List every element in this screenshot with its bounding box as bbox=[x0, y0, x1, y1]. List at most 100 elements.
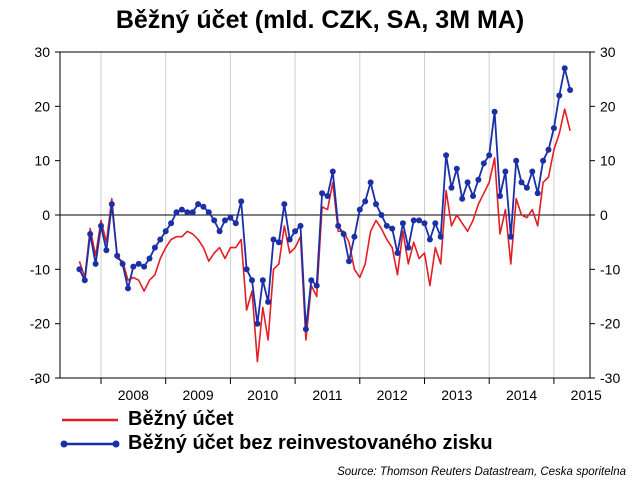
data-point bbox=[151, 244, 158, 251]
data-point bbox=[567, 87, 574, 93]
data-point bbox=[254, 320, 261, 327]
data-point bbox=[356, 206, 363, 213]
data-point bbox=[378, 212, 385, 218]
data-point bbox=[313, 282, 320, 289]
data-point bbox=[459, 195, 466, 202]
data-point bbox=[286, 236, 293, 243]
source-note: Source: Thomson Reuters Datastream, Cesk… bbox=[337, 466, 626, 478]
data-point bbox=[205, 209, 212, 216]
data-point bbox=[346, 258, 352, 265]
y-tick-label-left: -20 bbox=[30, 316, 50, 332]
y-tick-label-left: 10 bbox=[34, 153, 50, 169]
data-point bbox=[362, 198, 369, 205]
axis-ticks bbox=[35, 51, 595, 384]
x-tick-label: 2012 bbox=[377, 387, 408, 403]
data-point bbox=[114, 252, 121, 259]
x-tick-label: 2013 bbox=[441, 387, 472, 403]
data-point bbox=[437, 233, 444, 240]
data-point bbox=[491, 108, 498, 115]
x-tick-label: 2008 bbox=[118, 387, 149, 403]
data-point bbox=[497, 193, 503, 199]
y-tick-label-right: -20 bbox=[600, 316, 620, 332]
data-point bbox=[475, 176, 482, 183]
data-point bbox=[216, 228, 223, 235]
data-point bbox=[281, 201, 288, 208]
data-point bbox=[98, 222, 104, 229]
data-point bbox=[351, 233, 358, 240]
data-point bbox=[270, 236, 277, 243]
data-point bbox=[534, 190, 541, 197]
data-point bbox=[173, 209, 180, 216]
y-tick-label-right: -10 bbox=[600, 261, 620, 277]
y-tick-label-right: -30 bbox=[600, 370, 620, 386]
data-point bbox=[443, 152, 450, 159]
data-point bbox=[227, 214, 234, 221]
data-point bbox=[319, 190, 326, 197]
data-point bbox=[135, 260, 142, 267]
data-point bbox=[87, 231, 94, 237]
data-point bbox=[141, 263, 148, 270]
data-point bbox=[518, 179, 525, 186]
data-point bbox=[92, 260, 99, 267]
data-point bbox=[426, 236, 433, 243]
data-point bbox=[416, 217, 423, 224]
data-point bbox=[453, 165, 460, 172]
data-point bbox=[178, 206, 185, 213]
data-point bbox=[373, 201, 379, 208]
data-point bbox=[200, 203, 207, 210]
x-tick-label: 2014 bbox=[506, 387, 537, 403]
data-point bbox=[189, 209, 196, 216]
y-tick-label-right: 20 bbox=[600, 98, 616, 114]
data-point bbox=[243, 266, 250, 273]
data-point bbox=[523, 184, 530, 191]
data-point bbox=[125, 285, 131, 292]
data-point bbox=[383, 222, 390, 229]
data-point bbox=[184, 209, 191, 216]
y-tick-label-left: 30 bbox=[34, 44, 50, 60]
y-tick-label-left: 20 bbox=[34, 98, 50, 114]
data-point bbox=[367, 179, 374, 186]
chart-title: Běžný účet (mld. CZK, SA, 3M MA) bbox=[115, 6, 525, 34]
data-point bbox=[249, 277, 255, 284]
data-point bbox=[211, 217, 218, 224]
series-line-0 bbox=[78, 108, 571, 363]
data-point bbox=[410, 217, 417, 224]
data-point bbox=[561, 65, 568, 72]
x-tick-label: 2011 bbox=[312, 387, 342, 403]
data-point bbox=[157, 236, 164, 243]
data-point bbox=[232, 220, 239, 227]
data-point bbox=[421, 220, 428, 227]
y-tick-label-right: 10 bbox=[600, 153, 616, 169]
data-point bbox=[130, 263, 137, 270]
data-point bbox=[545, 146, 552, 153]
data-point bbox=[222, 217, 228, 224]
data-point bbox=[335, 222, 342, 229]
y-tick-label-left: -30 bbox=[30, 370, 50, 386]
data-point bbox=[389, 225, 396, 232]
data-point bbox=[329, 168, 336, 175]
data-point bbox=[297, 222, 304, 229]
data-point bbox=[340, 231, 347, 237]
y-tick-label-left: -10 bbox=[30, 261, 50, 277]
data-point bbox=[464, 179, 471, 186]
data-point bbox=[162, 228, 169, 235]
data-point bbox=[292, 228, 299, 235]
data-point bbox=[265, 298, 272, 305]
data-point bbox=[103, 247, 110, 254]
x-tick-label: 2015 bbox=[571, 387, 602, 403]
data-point bbox=[399, 220, 406, 227]
data-point bbox=[529, 168, 536, 175]
data-point bbox=[324, 193, 331, 199]
data-point bbox=[119, 260, 126, 267]
series-markers bbox=[76, 65, 574, 333]
data-point bbox=[405, 244, 412, 251]
data-point bbox=[556, 92, 563, 99]
data-point bbox=[275, 239, 282, 246]
series-line-1 bbox=[78, 67, 571, 331]
data-point bbox=[432, 220, 439, 227]
y-tick-label-right: 0 bbox=[600, 207, 608, 223]
data-point bbox=[486, 152, 493, 159]
data-point bbox=[550, 125, 557, 132]
